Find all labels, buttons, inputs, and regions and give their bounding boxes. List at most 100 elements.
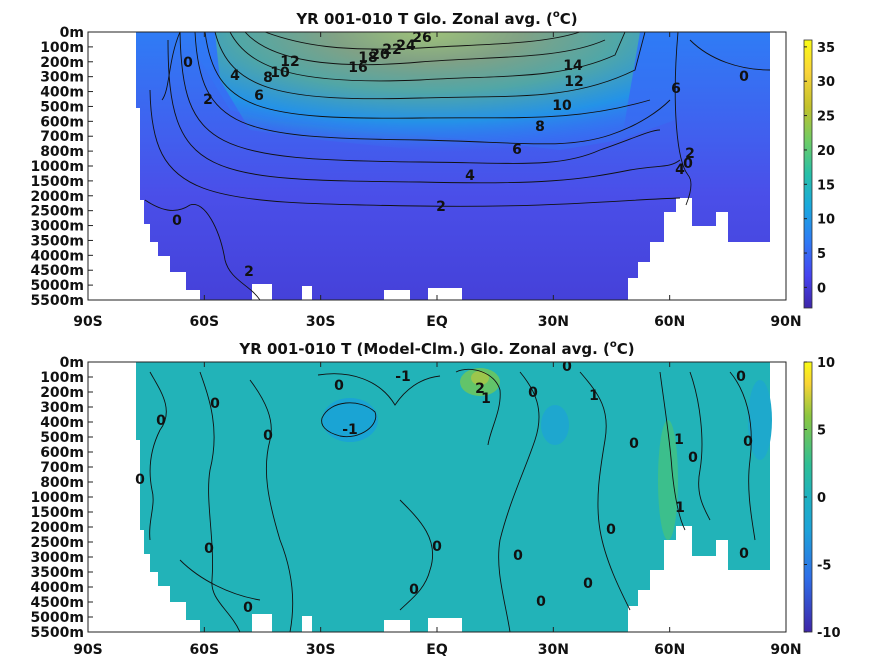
contour-label: 6 (254, 88, 264, 104)
y-tick-label: 5500m (30, 293, 84, 309)
contour-label: 0 (739, 69, 749, 85)
x-tick-label: 30N (538, 642, 569, 656)
contour-label: 6 (512, 142, 522, 158)
contour-label: 2 (475, 381, 485, 397)
y-tick-label: 200m (40, 55, 84, 71)
y-tick-label: 700m (40, 129, 84, 145)
contour-label: 0 (583, 576, 593, 592)
contour-lines-bottom (149, 368, 756, 632)
x-tick-label: 90S (73, 642, 103, 656)
contour-label: 6 (671, 81, 681, 97)
contour-label: 0 (210, 396, 220, 412)
contour-label: 12 (280, 54, 299, 70)
panel-bottom: YR 001-010 T (Model-Clm.) Glo. Zonal avg… (30, 339, 841, 658)
colorbar-tick-label: 30 (817, 75, 835, 90)
y-tick-label: 0m (60, 25, 84, 41)
y-tick-label: 2000m (30, 189, 84, 205)
ocean-field-bottom (136, 362, 770, 632)
contour-lines-top (144, 32, 771, 300)
x-tick-label: 90N (770, 314, 801, 330)
contour-label: 0 (135, 472, 145, 488)
contour-label: -1 (395, 369, 411, 385)
contour-label: 0 (739, 546, 749, 562)
contour-label: 0 (513, 548, 523, 564)
y-tick-label: 600m (40, 114, 84, 130)
contour-label: 12 (564, 74, 583, 90)
contour-label: 2 (244, 264, 254, 280)
y-tick-label: 400m (40, 415, 84, 431)
contour-label: 0 (536, 594, 546, 610)
y-tick-label: 4500m (30, 263, 84, 279)
y-tick-label: 500m (40, 99, 84, 115)
colorbar-tick-label: -10 (817, 626, 841, 641)
contour-label: 0 (629, 436, 639, 452)
y-tick-label: 800m (40, 144, 84, 160)
y-tick-label: 2500m (30, 535, 84, 551)
y-tick-label: 800m (40, 475, 84, 491)
x-tick-label: 60N (654, 642, 685, 656)
y-tick-label: 4000m (30, 248, 84, 264)
panel-top: YR 001-010 T Glo. Zonal avg. (oC) (30, 9, 835, 330)
x-tick-label: 90S (73, 314, 103, 330)
colorbar-tick-label: 25 (817, 110, 835, 125)
y-tick-label: 2500m (30, 204, 84, 220)
contour-label: 0 (688, 450, 698, 466)
contour-label: 0 (183, 55, 193, 71)
contour-label: 8 (535, 119, 545, 135)
plot-area-top: 0 4 2 6 12 10 8 16 18 20 22 24 26 14 12 … (88, 30, 786, 300)
contour-label: 0 (334, 378, 344, 394)
anomaly-patch (748, 380, 772, 460)
contour-label: 10 (270, 65, 290, 81)
title-bottom: YR 001-010 T (Model-Clm.) Glo. Zonal avg… (238, 339, 634, 358)
title-top: YR 001-010 T Glo. Zonal avg. (oC) (295, 9, 577, 28)
colorbar-bottom: 10 5 0 -5 -10 (803, 356, 841, 641)
colorbar-tick-label: 5 (817, 247, 826, 262)
contour-label: 1 (589, 388, 599, 404)
colorbar-tick-label: 0 (817, 281, 826, 296)
x-tick-label: 60S (190, 314, 220, 330)
colorbar-tick-label: 20 (817, 144, 835, 159)
y-tick-label: 200m (40, 385, 84, 401)
y-axis-bottom: 0m100m200m300m400m500m600m700m800m1000m1… (30, 355, 93, 641)
contour-labels-top: 0 4 2 6 12 10 8 16 18 20 22 24 26 14 12 … (172, 30, 749, 280)
colorbar-tick-label: 15 (817, 178, 835, 193)
colorbar-top: 35 30 25 20 15 10 5 0 (803, 39, 835, 309)
contour-label: -1 (342, 422, 358, 438)
y-tick-label: 5000m (30, 610, 84, 626)
contour-label: 0 (263, 428, 273, 444)
y-tick-label: 5000m (30, 278, 84, 294)
colorbar-tick-label: 10 (817, 213, 835, 228)
colorbar-top-ticks: 35 30 25 20 15 10 5 0 (804, 41, 835, 296)
contour-label: 2 (685, 146, 695, 162)
y-tick-label: 1500m (30, 174, 84, 190)
y-tick-label: 1500m (30, 505, 84, 521)
contour-label: 0 (432, 539, 442, 555)
plot-area-bottom: 0 -1 2 1 0 1 0 0 0 0 0 -1 0 0 1 0 0 1 0 … (88, 362, 786, 632)
contour-labels-bottom: 0 -1 2 1 0 1 0 0 0 0 0 -1 0 0 1 0 0 1 0 … (135, 362, 753, 616)
x-tick-label: 90N (770, 642, 801, 656)
contour-label: 0 (204, 541, 214, 557)
y-tick-label: 700m (40, 460, 84, 476)
y-tick-label: 1000m (30, 159, 84, 175)
x-tick-label: 30S (306, 642, 336, 656)
y-tick-label: 3000m (30, 219, 84, 235)
warm-core-top (215, 32, 640, 165)
contour-label: 1 (674, 432, 684, 448)
y-tick-label: 100m (40, 370, 84, 386)
contour-label: 0 (736, 369, 746, 385)
contour-label: 26 (412, 30, 431, 46)
colorbar-tick-label: 35 (817, 41, 835, 56)
anomaly-patch (471, 371, 489, 385)
x-tick-label: EQ (426, 314, 448, 330)
y-tick-label: 3500m (30, 565, 84, 581)
contour-label: 0 (172, 213, 182, 229)
contour-label: 10 (552, 98, 572, 114)
y-tick-label: 4500m (30, 595, 84, 611)
contour-label: 4 (465, 168, 475, 184)
x-tick-label: 30N (538, 314, 569, 330)
y-axis-top: 0m100m200m300m400m500m600m700m800m1000m1… (30, 25, 93, 309)
contour-label: 4 (675, 162, 685, 178)
contour-label: 0 (156, 413, 166, 429)
contour-label: 2 (203, 92, 213, 108)
